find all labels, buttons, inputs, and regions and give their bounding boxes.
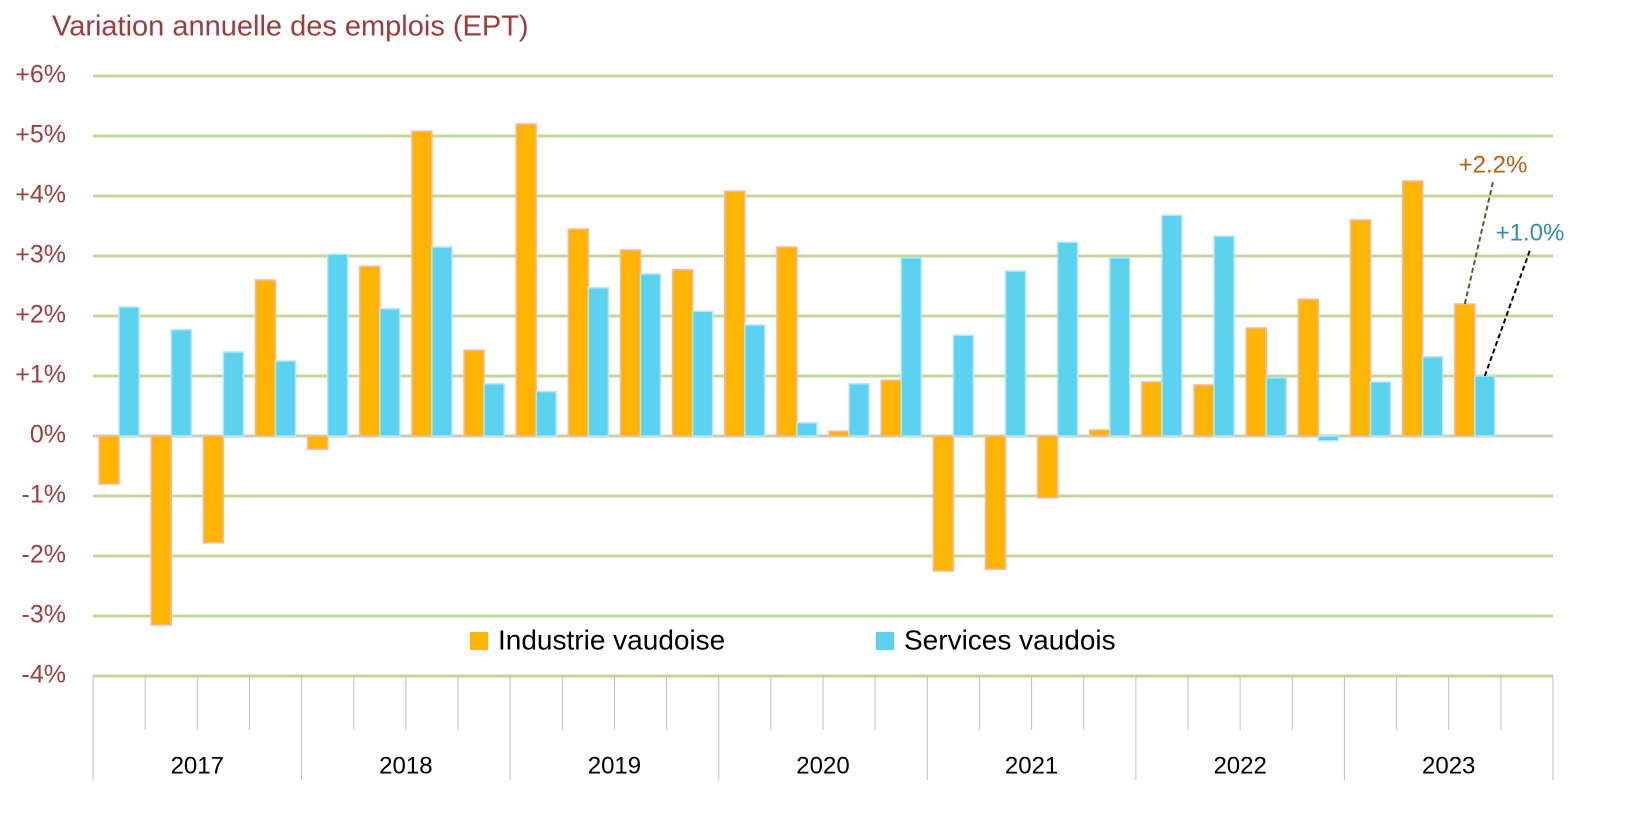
year-label: 2020	[796, 752, 849, 779]
bar	[515, 123, 537, 437]
bar	[724, 190, 746, 437]
bar	[1401, 180, 1424, 437]
y-tick-label: -2%	[22, 541, 66, 569]
bar	[1369, 381, 1392, 437]
y-tick-label: +3%	[15, 241, 66, 269]
bar	[1109, 257, 1131, 437]
legend-swatch	[876, 632, 894, 650]
value-label: +1.0%	[1496, 219, 1565, 246]
bar	[952, 334, 975, 437]
legend-label: Services vaudois	[904, 624, 1116, 655]
leader-line	[1483, 249, 1531, 377]
year-label: 2023	[1422, 752, 1475, 779]
y-tick-label: +5%	[15, 121, 66, 149]
bar	[639, 273, 662, 437]
y-tick-label: +1%	[15, 361, 66, 389]
chart-title: Variation annuelle des emplois (EPT)	[52, 11, 529, 43]
value-label: +2.2%	[1459, 151, 1528, 178]
bar	[900, 257, 922, 437]
bar	[567, 228, 590, 437]
bar	[671, 269, 694, 437]
bar	[1193, 384, 1215, 437]
bar	[274, 360, 297, 437]
bar	[619, 249, 642, 437]
bar	[1349, 219, 1372, 437]
bar	[1213, 235, 1235, 437]
bar	[222, 351, 245, 437]
bar	[1056, 241, 1079, 437]
bar	[1317, 435, 1340, 442]
bar	[1297, 298, 1320, 437]
bar	[535, 390, 557, 437]
bar	[411, 130, 433, 437]
bar	[1004, 270, 1027, 437]
y-tick-label: +6%	[15, 61, 66, 89]
bar	[379, 308, 401, 437]
bar	[431, 246, 453, 437]
bar	[463, 349, 485, 437]
year-label: 2019	[588, 752, 641, 779]
y-tick-label: +2%	[15, 301, 66, 329]
year-label: 2021	[1005, 752, 1058, 779]
y-tick-label: -1%	[22, 481, 66, 509]
year-label: 2018	[379, 752, 432, 779]
legend-label: Industrie vaudoise	[498, 624, 725, 655]
y-tick-label: -4%	[22, 661, 66, 689]
bar	[880, 379, 902, 437]
bar	[170, 329, 192, 437]
bar	[776, 246, 798, 437]
bar	[1089, 429, 1111, 437]
y-tick-label: +4%	[15, 181, 66, 209]
bar	[254, 279, 277, 437]
bar	[1141, 381, 1163, 437]
bar	[306, 435, 329, 450]
bar	[1245, 327, 1267, 437]
bar	[1265, 377, 1287, 437]
bar	[1454, 303, 1476, 437]
bar	[1421, 356, 1444, 437]
bar	[744, 324, 766, 437]
bar	[1474, 375, 1496, 437]
bar	[796, 422, 818, 437]
bar	[202, 435, 225, 544]
bar	[1161, 214, 1183, 437]
bar	[483, 383, 505, 437]
y-tick-label: -3%	[22, 601, 66, 629]
year-label: 2022	[1213, 752, 1266, 779]
leader-line	[1463, 181, 1494, 305]
y-tick-label: 0%	[30, 421, 66, 449]
bar	[587, 287, 610, 437]
bar	[326, 253, 349, 437]
bar	[359, 265, 381, 437]
bar	[150, 435, 172, 626]
bar	[98, 435, 120, 485]
bar	[828, 430, 850, 437]
year-label: 2017	[171, 752, 224, 779]
bar	[691, 310, 714, 437]
bar	[932, 435, 955, 572]
bar	[118, 306, 140, 437]
bar	[984, 435, 1007, 570]
legend-swatch	[470, 632, 488, 650]
bar	[1036, 435, 1059, 499]
bar	[848, 383, 870, 437]
